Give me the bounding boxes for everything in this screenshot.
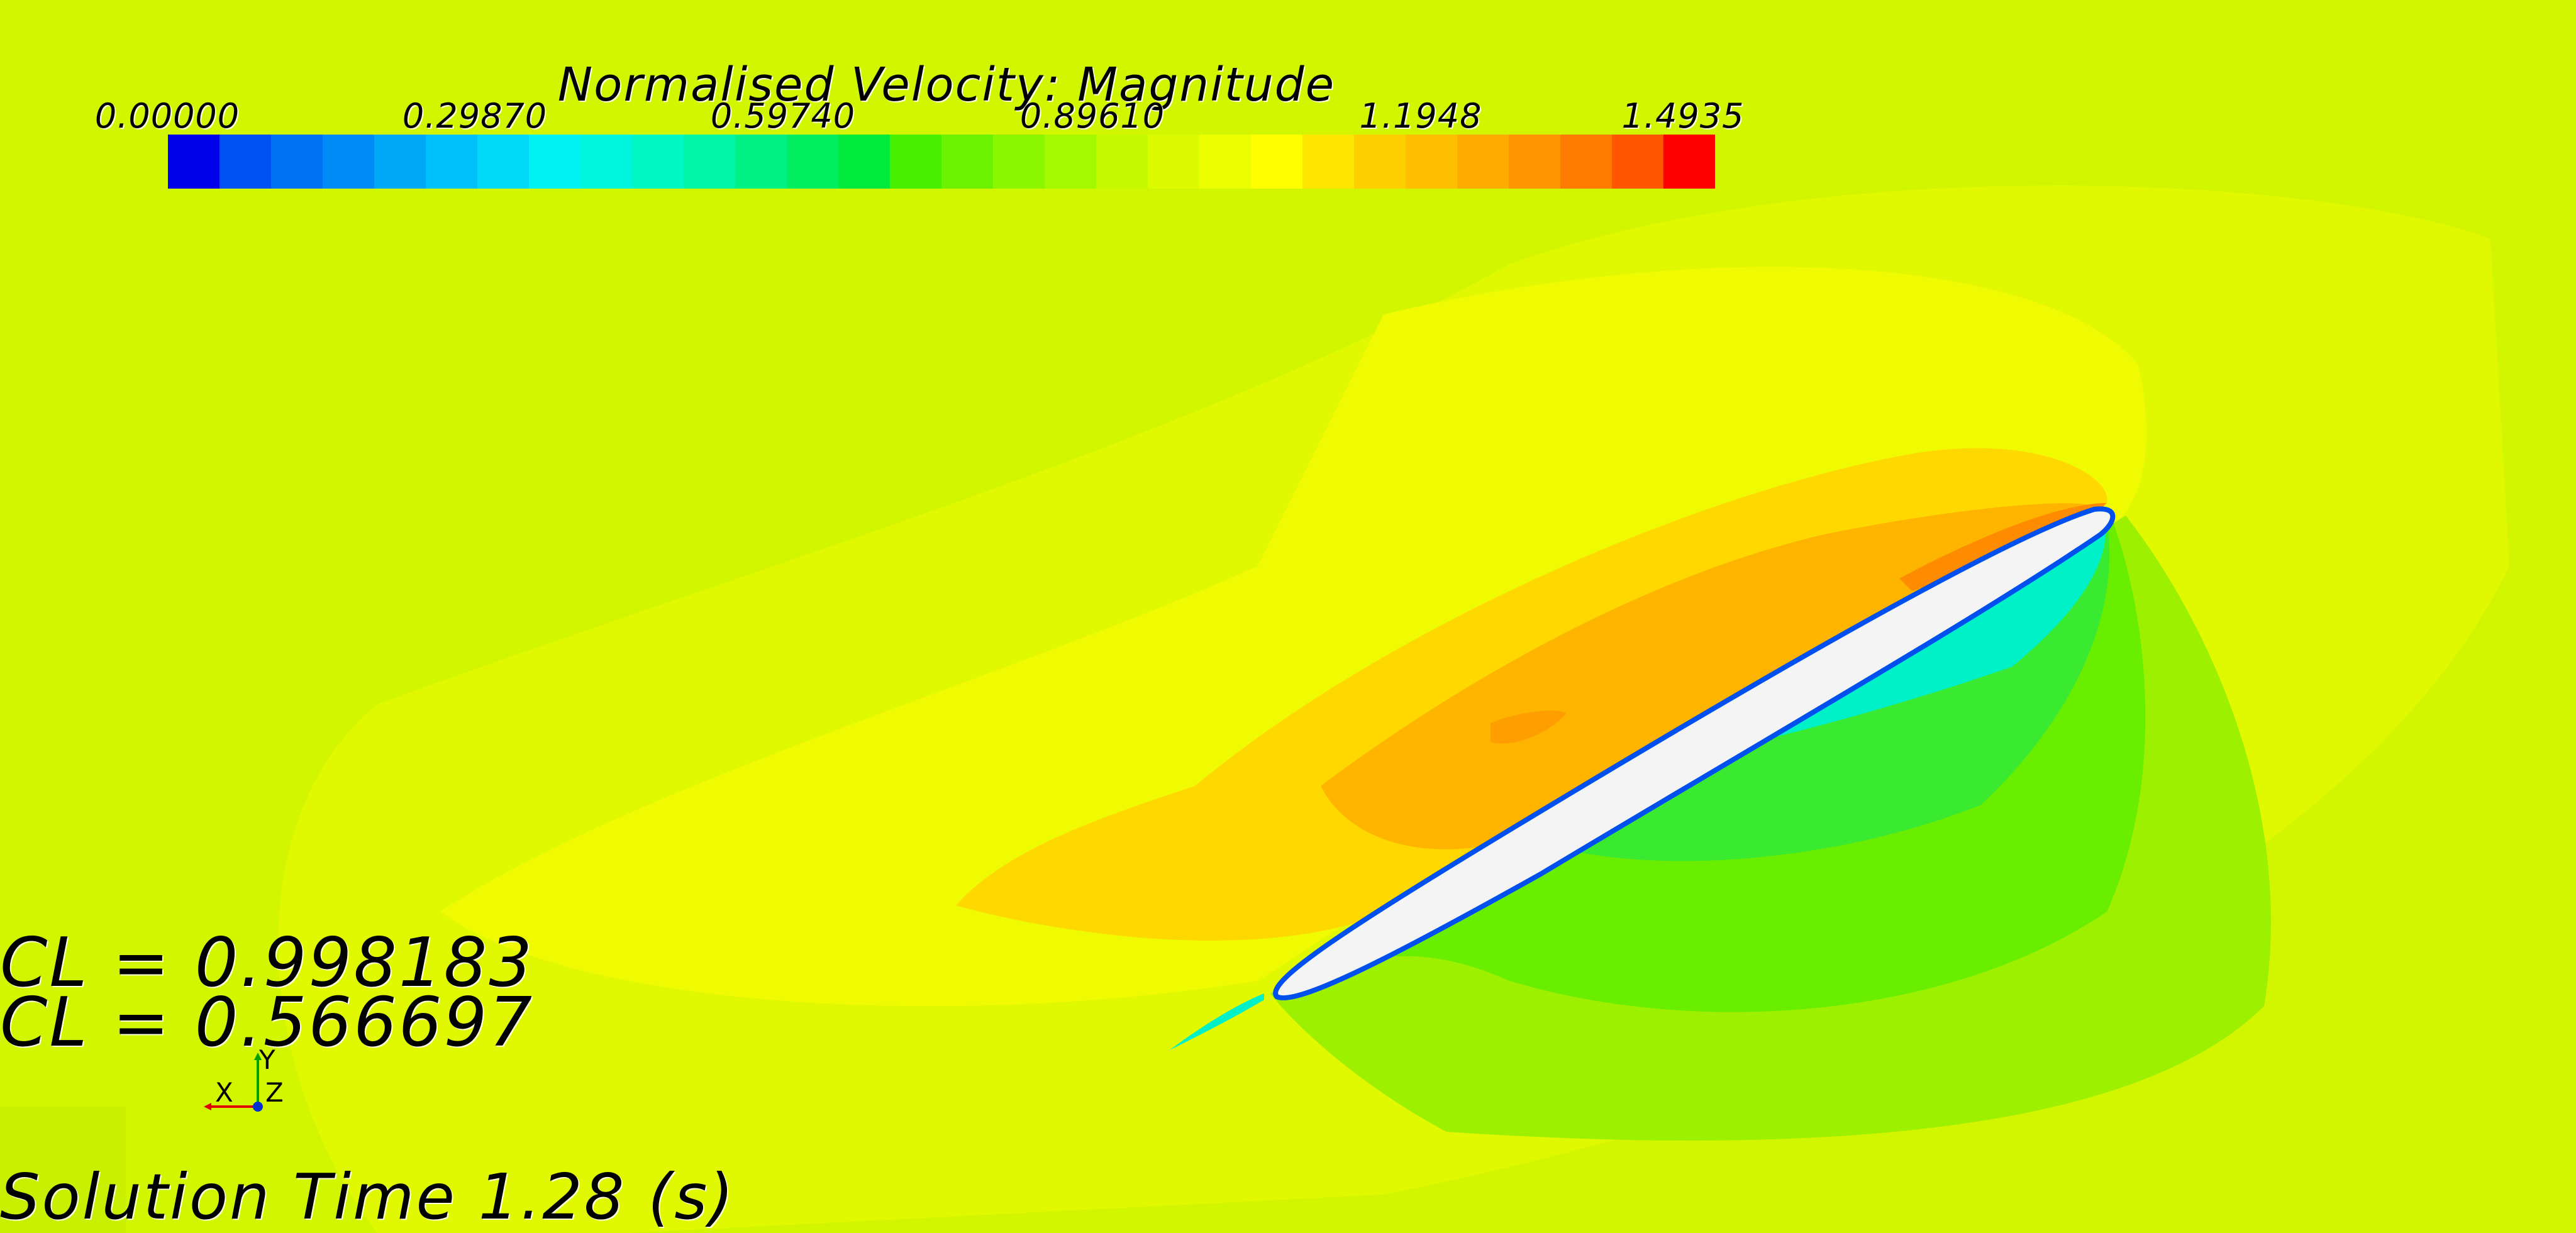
colorbar-swatch <box>477 135 529 189</box>
y-axis-label: Y <box>258 1044 275 1075</box>
lift-coefficient-readout: CL = 0.566697 <box>0 983 535 1062</box>
colorbar-swatch <box>323 135 374 189</box>
z-axis-dot <box>253 1102 263 1112</box>
upper-yellow-region <box>440 267 2147 1007</box>
colorbar-swatch <box>1509 135 1560 189</box>
colorbar-swatch <box>1612 135 1663 189</box>
axis-triad: X Y Z <box>204 1044 284 1112</box>
colorbar-swatch <box>426 135 477 189</box>
colorbar-swatch <box>838 135 890 189</box>
color-scale-bar <box>168 135 1715 189</box>
colorbar-swatch <box>735 135 787 189</box>
colorbar-tick-label: 0.89610 <box>1019 96 1165 136</box>
colorbar-swatch <box>787 135 838 189</box>
colorbar-swatch <box>1302 135 1354 189</box>
colorbar-swatch <box>1560 135 1612 189</box>
airfoil <box>1273 506 2116 1000</box>
colorbar-tick-label: 0.59740 <box>710 96 856 136</box>
colorbar-swatch <box>374 135 426 189</box>
trailing-edge-wake <box>1170 993 1264 1050</box>
mid-orange-spot <box>1491 710 1566 744</box>
y-axis-arrow <box>254 1053 262 1060</box>
x-axis-label: X <box>215 1077 233 1108</box>
colorbar-swatch <box>993 135 1045 189</box>
colorbar-swatch <box>1096 135 1148 189</box>
colorbar-tick-label: 0.29870 <box>402 96 548 136</box>
z-axis-label: Z <box>265 1077 284 1108</box>
colorbar-tick-label: 0.00000 <box>94 96 240 136</box>
colorbar-swatch <box>1354 135 1406 189</box>
colorbar-swatch <box>1406 135 1457 189</box>
solution-time-readout: Solution Time 1.28 (s) <box>0 1160 736 1233</box>
colorbar-swatch <box>219 135 271 189</box>
colorbar-swatch <box>632 135 684 189</box>
lift-coefficient-readout: CL = 0.998183 <box>0 924 535 1002</box>
colorbar-swatch <box>271 135 323 189</box>
colorbar-swatch <box>1457 135 1509 189</box>
colorbar-swatch <box>168 135 219 189</box>
colorbar-swatch <box>1045 135 1096 189</box>
colorbar-tick-label: 1.1948 <box>1359 96 1482 136</box>
colorbar-swatch <box>1251 135 1302 189</box>
x-axis-arrow <box>204 1103 211 1110</box>
upper-orange-core <box>1321 503 2101 849</box>
colorbar-swatch <box>580 135 632 189</box>
colorbar-swatch <box>1148 135 1199 189</box>
colorbar-swatch <box>941 135 993 189</box>
legend-title: Normalised Velocity: Magnitude <box>557 58 1336 112</box>
colorbar-swatch <box>1663 135 1715 189</box>
colorbar-tick-label: 1.4935 <box>1621 96 1745 136</box>
colorbar-swatch <box>1199 135 1251 189</box>
colorbar-swatch <box>529 135 580 189</box>
bottom-left-patch <box>0 1107 126 1233</box>
colorbar-swatch <box>684 135 735 189</box>
colorbar-swatch <box>890 135 941 189</box>
